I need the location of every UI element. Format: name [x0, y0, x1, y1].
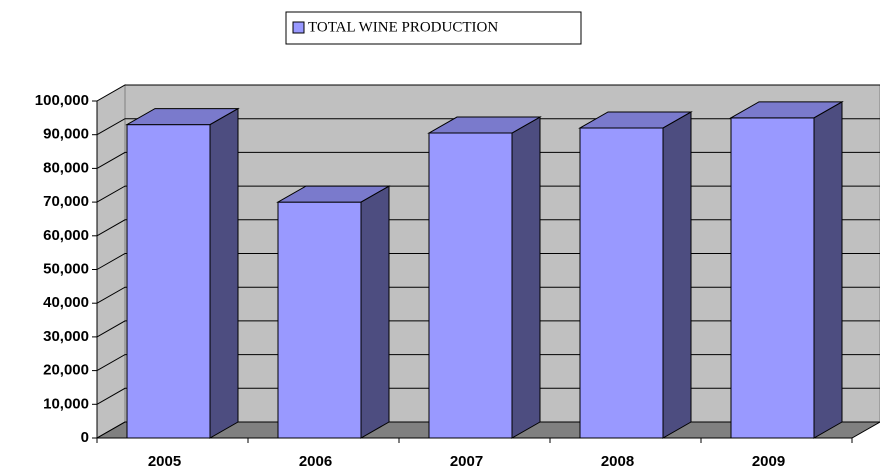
bar-top [125, 108, 240, 126]
bar [125, 107, 240, 439]
x-tick-label: 2007 [450, 453, 483, 470]
grid-line [96, 84, 880, 102]
y-tick-label: 80,000 [43, 159, 89, 176]
bar-front [579, 127, 664, 439]
bar [276, 185, 391, 439]
x-tick-label: 2006 [299, 453, 332, 470]
y-tick-label: 0 [81, 429, 89, 446]
bar-top [729, 101, 844, 119]
x-tick-label: 2005 [148, 453, 181, 470]
bar-top [427, 116, 542, 134]
bar [729, 100, 844, 439]
bar-side [360, 185, 390, 439]
y-tick-label: 70,000 [43, 193, 89, 210]
y-tick-label: 40,000 [43, 294, 89, 311]
bar-side [662, 111, 692, 439]
bar [427, 116, 542, 439]
bar-side [813, 100, 843, 439]
legend-swatch [292, 21, 305, 34]
bar-front [126, 124, 211, 439]
y-tick-label: 10,000 [43, 395, 89, 412]
y-tick-label: 50,000 [43, 260, 89, 277]
y-tick-label: 60,000 [43, 227, 89, 244]
bar-front [428, 132, 513, 439]
y-tick-label: 20,000 [43, 362, 89, 379]
bar-side [511, 116, 541, 439]
y-tick-label: 30,000 [43, 328, 89, 345]
bar-front [730, 117, 815, 439]
y-tick-label: 90,000 [43, 126, 89, 143]
x-tick-label: 2009 [752, 453, 785, 470]
legend-box [285, 11, 582, 45]
bar-top [578, 111, 693, 129]
bar-front [277, 201, 362, 439]
bar-top [276, 185, 391, 203]
y-tick-label: 100,000 [35, 92, 89, 109]
legend-label: TOTAL WINE PRODUCTION [308, 19, 498, 35]
x-tick-label: 2008 [601, 453, 634, 470]
bar [578, 111, 693, 439]
bar-side [209, 107, 239, 439]
